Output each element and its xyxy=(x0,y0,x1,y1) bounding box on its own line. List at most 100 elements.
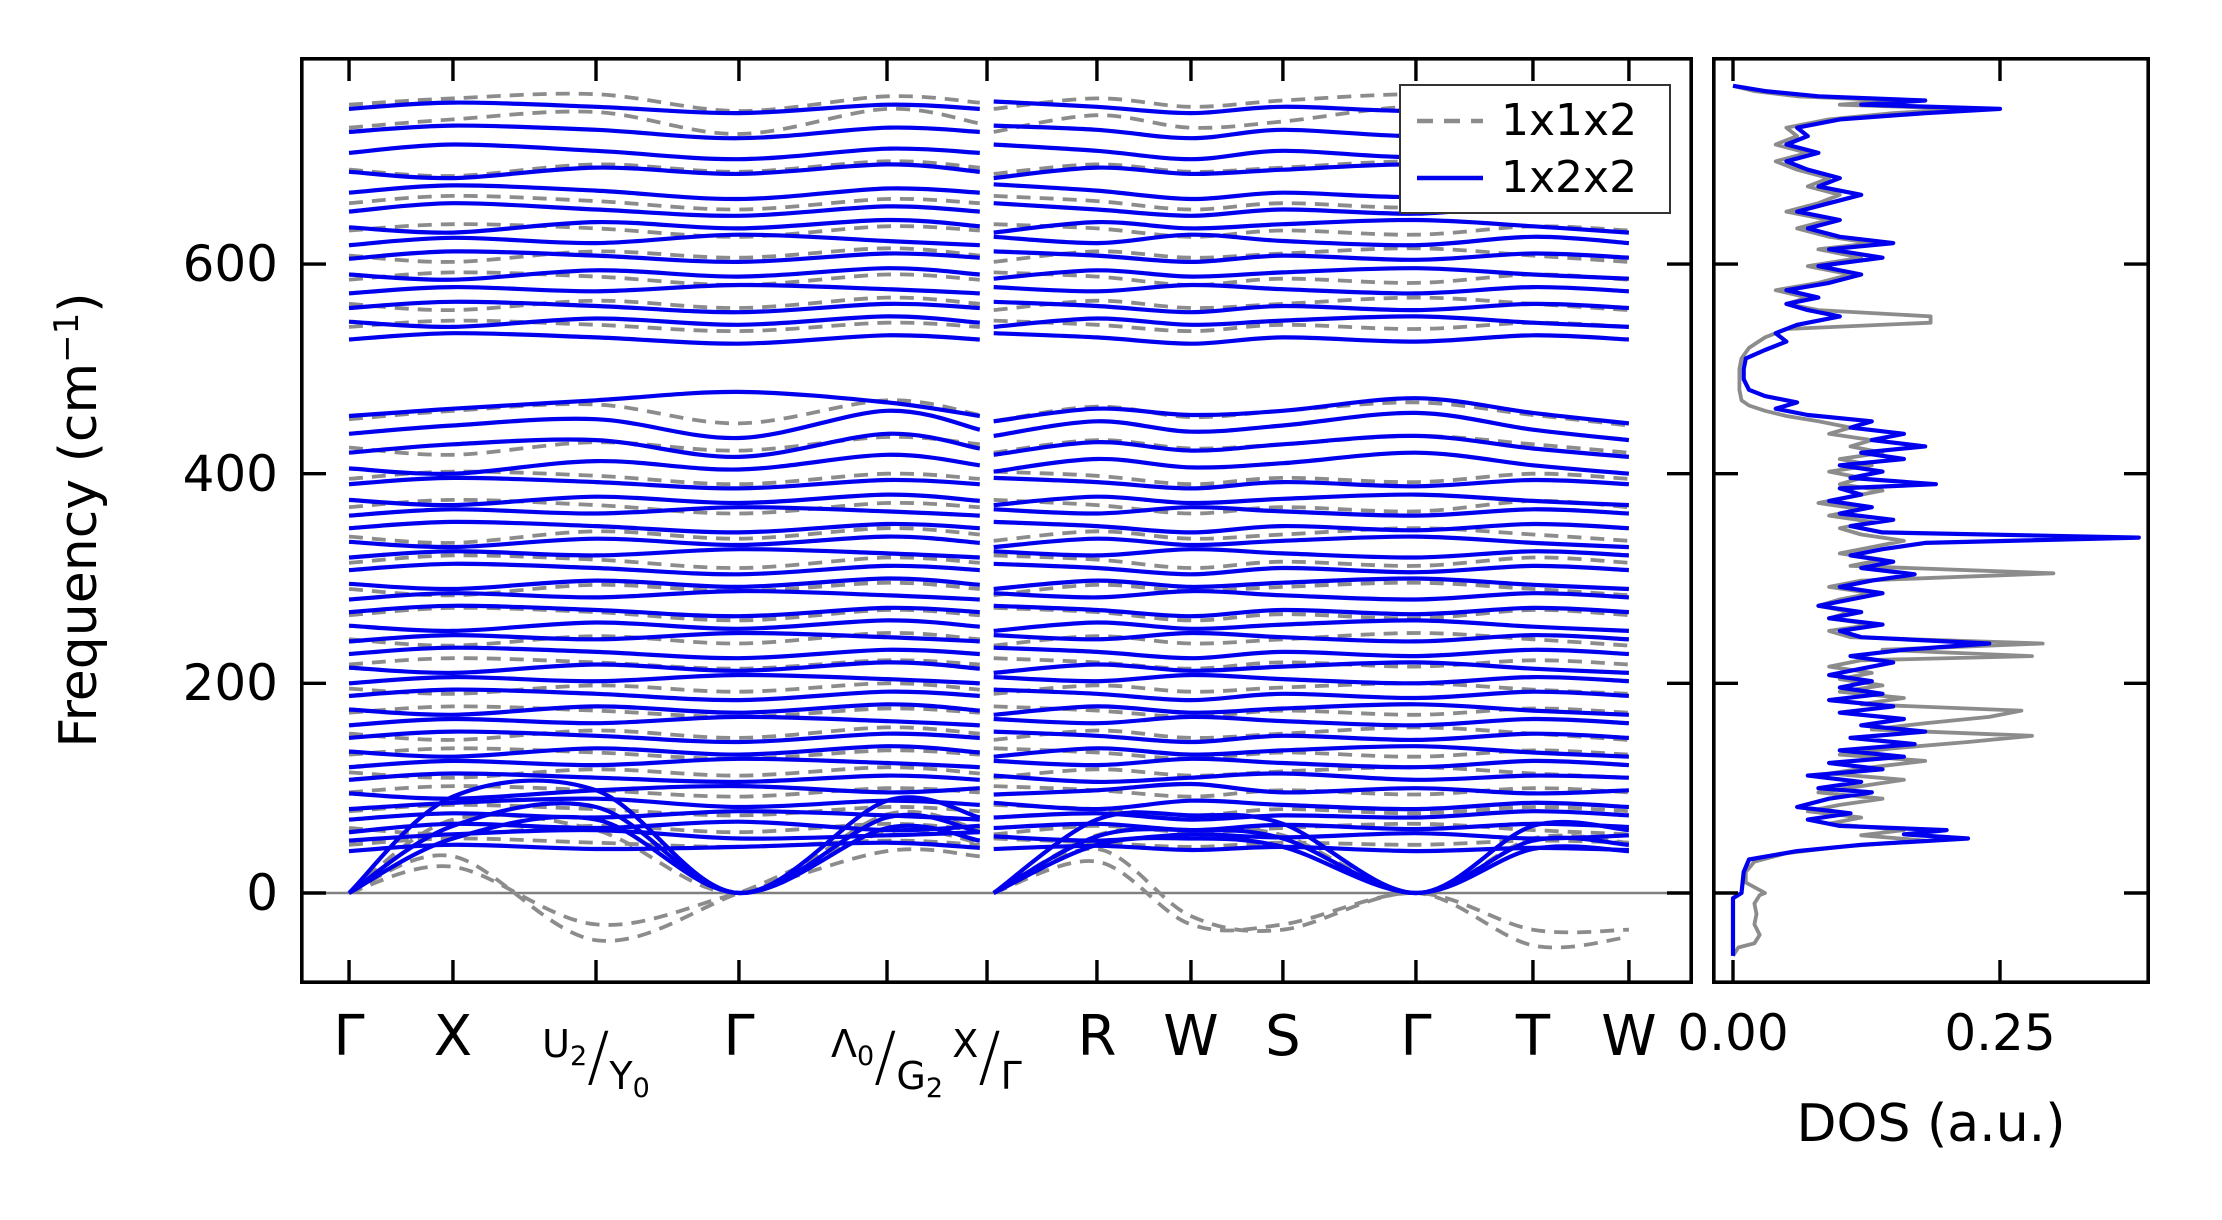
band-curve-1x2x2 xyxy=(993,410,1630,443)
band-curve-1x2x2 xyxy=(348,729,980,745)
kpath-tick-label-8: S xyxy=(1265,1004,1301,1069)
band-curve-1x1x2 xyxy=(993,553,1630,570)
band-curve-1x2x2 xyxy=(348,796,980,812)
band-curve-1x1x2 xyxy=(348,193,980,212)
band-curve-1x2x2 xyxy=(993,217,1630,235)
band-curve-1x2x2 xyxy=(993,331,1629,346)
band-curve-1x2x2 xyxy=(348,217,980,235)
band-curve-1x1x2 xyxy=(348,765,980,780)
kpath-tick-label-7: W xyxy=(1163,1004,1219,1069)
band-curve-1x1x2 xyxy=(348,836,980,849)
band-curve-1x2x2 xyxy=(993,534,1629,550)
frequency-tick-400: 400 xyxy=(182,444,278,503)
band-curve-1x2x2 xyxy=(348,314,980,330)
band-curve-1x2x2 xyxy=(348,452,981,476)
band-curve-1x2x2 xyxy=(993,249,1629,265)
band-curve-1x1x2 xyxy=(348,725,980,742)
band-curve-1x2x2 xyxy=(993,781,1629,797)
band-curve-1x2x2 xyxy=(993,809,1629,822)
band-curve-1x2x2 xyxy=(993,618,1629,633)
dos-tick-0.00: 0.00 xyxy=(1677,1004,1789,1062)
band-curve-1x1x2 xyxy=(992,847,1630,950)
band-curve-1x2x2 xyxy=(993,831,1629,843)
frequency-axis-label-sup: −1 xyxy=(46,312,87,363)
band-curve-1x1x2 xyxy=(993,469,1630,487)
band-curve-1x2x2 xyxy=(348,534,980,550)
band-curve-1x2x2 xyxy=(348,183,980,202)
band-curve-1x2x2 xyxy=(993,547,1629,560)
band-curve-1x1x2 xyxy=(348,295,980,313)
band-curve-1x2x2 xyxy=(993,729,1629,745)
band-curve-1x2x2 xyxy=(993,744,1629,759)
band-curve-1x2x2 xyxy=(993,843,1629,854)
frequency-axis-label-text: Frequency (cm xyxy=(49,362,110,748)
band-curve-1x1x2 xyxy=(993,656,1629,671)
band-curve-1x2x2 xyxy=(993,475,1629,491)
band-curve-1x2x2 xyxy=(348,771,980,785)
frequency-tick-200: 200 xyxy=(182,654,278,713)
band-curve-1x2x2 xyxy=(993,519,1629,535)
band-curve-1x2x2 xyxy=(348,809,980,822)
dos-curve-1x2x2 xyxy=(1730,83,2141,956)
band-curve-1x2x2 xyxy=(993,771,1629,785)
band-curve-1x2x2 xyxy=(348,702,980,717)
kpath-tick-label-0: Γ xyxy=(333,1004,365,1069)
band-curve-1x2x2 xyxy=(348,266,980,282)
band-curve-1x1x2 xyxy=(348,435,980,457)
band-curves xyxy=(302,91,1691,950)
band-curve-1x2x2 xyxy=(348,672,980,686)
dos-axes-frame xyxy=(1712,57,2150,984)
band-structure-panel xyxy=(300,57,1693,984)
band-curve-1x2x2 xyxy=(993,282,1629,296)
band-curve-1x2x2 xyxy=(348,561,980,577)
band-curve-1x2x2 xyxy=(348,331,980,346)
band-curve-1x1x2 xyxy=(348,681,980,696)
dos-tick-0.25: 0.25 xyxy=(1944,1004,2056,1062)
band-curve-1x2x2 xyxy=(348,618,980,634)
kpath-tick-label-2: U2/Y0 xyxy=(542,1018,650,1104)
dos-plot-svg xyxy=(1712,57,2150,984)
band-curve-1x2x2 xyxy=(993,433,1630,459)
band-curve-1x2x2 xyxy=(348,431,981,460)
band-curve-1x2x2 xyxy=(348,603,980,619)
band-curve-1x2x2 xyxy=(993,714,1629,728)
band-curve-1x2x2 xyxy=(348,162,980,181)
band-curve-1x2x2 xyxy=(993,314,1629,329)
kpath-tick-label-11: W xyxy=(1601,1004,1657,1069)
band-curve-1x1x2 xyxy=(348,91,980,113)
band-curve-1x2x2 xyxy=(348,714,980,728)
kpath-tick-label-10: T xyxy=(1515,1004,1551,1069)
band-curve-1x2x2 xyxy=(348,819,980,835)
band-curve-1x2x2 xyxy=(993,576,1629,592)
band-curve-1x1x2 xyxy=(993,821,1629,837)
band-curve-1x2x2 xyxy=(348,249,980,265)
band-curve-1x2x2 xyxy=(348,100,980,116)
band-curve-1x2x2 xyxy=(348,475,980,491)
band-curve-1x1x2 xyxy=(348,106,981,136)
band-curve-1x2x2 xyxy=(348,756,980,770)
band-curve-1x2x2 xyxy=(993,505,1629,518)
band-curve-1x2x2 xyxy=(993,756,1629,770)
band-curve-1x2x2 xyxy=(348,492,980,508)
band-curve-1x1x2 xyxy=(993,681,1629,696)
band-curve-1x1x2 xyxy=(993,104,1630,134)
band-curve-1x1x2 xyxy=(348,526,980,545)
kpath-tick-label-3: Γ xyxy=(723,1004,755,1069)
band-curve-1x2x2 xyxy=(348,744,980,759)
band-curve-1x2x2 xyxy=(993,588,1629,602)
band-curve-1x2x2 xyxy=(348,299,980,315)
band-curve-1x1x2 xyxy=(348,222,980,239)
frequency-tick-0: 0 xyxy=(246,864,278,922)
band-curve-1x1x2 xyxy=(348,270,980,287)
band-curve-1x2x2 xyxy=(348,576,980,592)
band-curve-1x2x2 xyxy=(348,282,980,296)
legend-label-1x1x2: 1x1x2 xyxy=(1501,95,1638,146)
band-curve-1x2x2 xyxy=(993,660,1629,675)
band-curve-1x2x2 xyxy=(992,827,1630,896)
legend-label-1x2x2: 1x2x2 xyxy=(1501,152,1638,203)
kpath-tick-label-9: Γ xyxy=(1400,1004,1432,1069)
band-curve-1x2x2 xyxy=(348,389,981,419)
band-curve-1x2x2 xyxy=(993,702,1629,717)
band-curve-1x1x2 xyxy=(993,765,1629,780)
